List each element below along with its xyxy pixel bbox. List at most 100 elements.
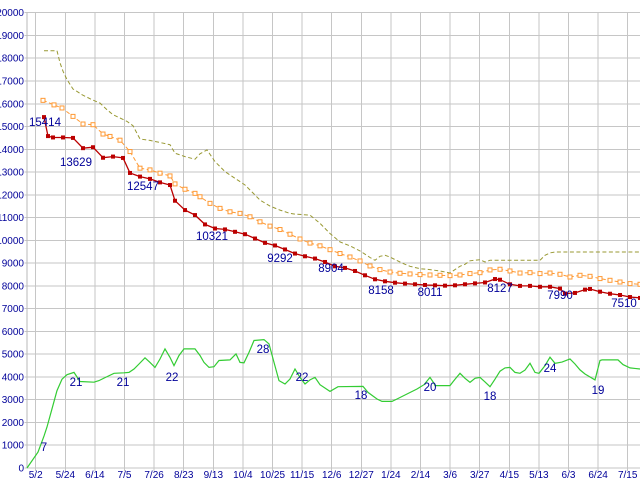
y-axis-tick-label: 13000 [0,168,24,179]
y-axis-tick-label: 4000 [2,372,25,383]
avg-price-series-marker [627,281,633,287]
low-price-series-marker [128,170,132,175]
y-axis-tick-label: 15000 [0,122,24,133]
low-price-series-marker [183,208,187,213]
low-price-series-value-label: 8127 [487,283,513,295]
avg-price-series-marker [137,165,143,171]
low-price-series-marker [538,284,542,289]
x-axis-tick-label: 3/27 [470,470,490,480]
low-price-series-value-label: 8158 [368,285,394,297]
low-price-series-marker [263,240,267,245]
avg-price-series-marker [547,270,553,276]
avg-price-series-marker [397,270,403,276]
low-price-series-value-label: 10321 [196,231,228,243]
volume-series-value-label: 24 [544,363,557,375]
avg-price-series-marker [247,214,253,220]
low-price-series-marker [373,277,377,282]
low-price-series-value-label: 8011 [418,287,443,299]
avg-price-series-marker [172,181,178,187]
avg-price-series-marker [537,271,543,277]
low-price-series-marker [173,198,177,203]
low-price-series-marker [343,265,347,270]
volume-series-value-label: 21 [117,377,130,389]
y-axis-tick-label: 19000 [0,31,24,42]
avg-price-series-marker [507,268,513,274]
avg-price-series-marker [467,271,473,277]
low-price-series-marker [433,283,437,288]
avg-price-series-marker [377,267,383,273]
low-price-series-value-label: 7510 [611,298,637,310]
avg-price-series-marker [477,270,483,276]
avg-price-series-marker [287,231,293,237]
volume-series-value-label: 28 [257,344,270,356]
volume-series-value-label: 18 [484,391,497,403]
low-price-series-marker [273,243,277,248]
low-price-series-marker [423,282,427,287]
low-price-series-marker [628,295,632,300]
y-axis-tick-label: 10000 [0,236,24,247]
x-axis-tick-label: 5/24 [56,470,76,480]
avg-price-series-marker [447,273,453,279]
avg-price-series-marker [427,272,433,278]
avg-price-series-marker [457,272,463,278]
low-price-series-marker [61,135,65,140]
low-price-series-marker [203,222,207,227]
avg-price-series-marker [197,194,203,200]
low-price-series-marker [138,174,142,179]
avg-price-series-marker [387,269,393,275]
low-price-series-marker [383,279,387,284]
low-price-series-marker [46,134,50,139]
low-price-series-marker [413,282,417,287]
x-axis-tick-label: 5/13 [529,470,549,480]
x-axis-tick-label: 8/23 [174,470,194,480]
x-axis-tick-label: 6/24 [588,470,608,480]
low-price-series-marker [168,183,172,188]
low-price-series-marker [473,281,477,286]
avg-price-series-marker [237,210,243,216]
y-axis-tick-label: 8000 [2,281,25,292]
avg-price-series-marker [557,271,563,277]
volume-series-line [26,338,640,469]
avg-price-series-marker [367,263,373,269]
low-price-series-marker [393,280,397,285]
low-price-series-marker [508,282,512,287]
avg-price-series-marker [327,247,333,253]
x-axis-tick-label: 10/4 [233,470,253,480]
low-price-series-marker [363,273,367,278]
low-price-series-marker [233,229,237,234]
low-price-series-marker [548,284,552,289]
x-axis-tick-label: 10/25 [260,470,285,480]
avg-price-series-marker [182,186,188,192]
low-price-series-marker [293,251,297,256]
avg-price-series-marker [207,200,213,206]
low-price-series-marker [81,146,85,151]
high-price-series-line [44,50,640,274]
volume-series-value-label: 21 [70,377,83,389]
avg-price-series-marker [317,243,323,249]
avg-price-series-marker [277,227,283,233]
low-price-series-marker [193,213,197,218]
y-axis-tick-label: 12000 [0,190,24,201]
low-price-series-value-label: 15414 [29,117,62,129]
y-axis-tick-label: 11000 [0,213,24,224]
low-price-series-marker [493,277,497,282]
low-price-series-marker [618,292,622,297]
avg-price-series-marker [577,272,583,278]
low-price-series-value-label: 7990 [547,290,573,302]
y-axis-tick-label: 5000 [2,350,25,361]
x-axis-tick-label: 5/2 [29,470,43,480]
avg-price-series-marker [59,105,65,111]
y-axis-tick-label: 7000 [2,304,25,315]
avg-price-series-marker [617,279,623,285]
low-price-series-marker [558,286,562,291]
y-axis-tick-label: 16000 [0,99,24,110]
x-axis-tick-label: 12/6 [322,470,342,480]
low-price-series-marker [638,295,640,300]
avg-price-series-marker [567,274,573,280]
avg-price-series-marker [587,273,593,279]
low-price-series-value-label: 12547 [127,181,159,193]
avg-price-series-marker [147,167,153,173]
avg-price-series-marker [70,113,76,119]
low-price-series-value-label: 8904 [318,263,344,275]
